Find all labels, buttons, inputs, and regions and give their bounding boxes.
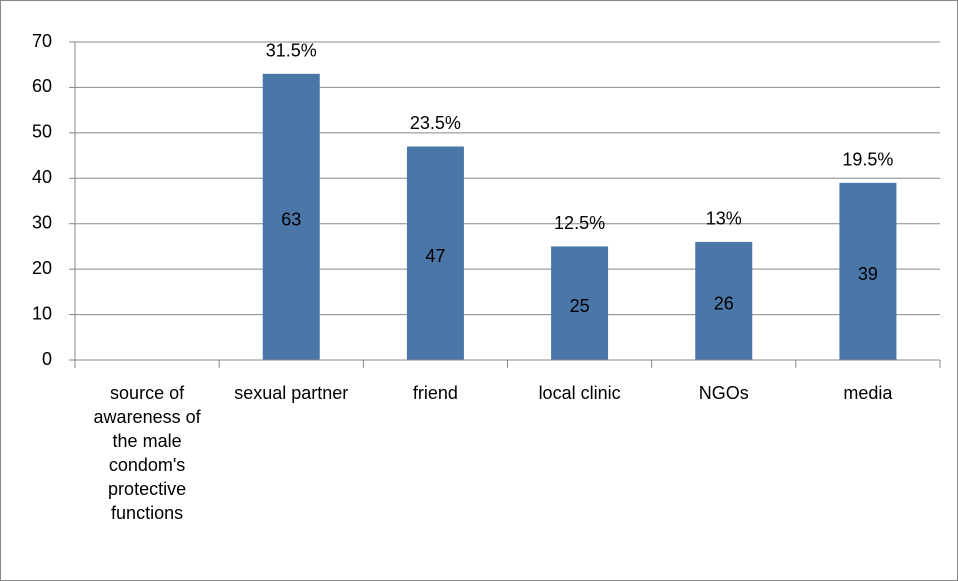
- bar: [551, 246, 609, 360]
- annotation: 19.5%: [842, 150, 893, 170]
- value-label: 47: [425, 246, 445, 266]
- y-tick-label: 30: [32, 212, 52, 232]
- y-tick-label: 0: [42, 349, 52, 369]
- bar: [262, 73, 320, 361]
- x-tick-label: source of awareness of the male condom's…: [93, 383, 201, 523]
- x-tick-label: friend: [412, 383, 458, 403]
- x-tick-label: NGOs: [698, 383, 749, 403]
- x-tick-label: sexual partner: [234, 383, 349, 403]
- value-label: 25: [570, 296, 590, 316]
- annotation: 23.5%: [410, 113, 461, 133]
- value-label: 39: [858, 264, 878, 284]
- value-label: 26: [714, 294, 734, 314]
- bar: [406, 146, 464, 360]
- x-tick-label: local clinic: [538, 383, 621, 403]
- value-label: 63: [281, 210, 301, 230]
- annotation: 13%: [706, 209, 742, 229]
- annotation: 31.5%: [266, 41, 317, 61]
- y-tick-label: 10: [32, 303, 52, 323]
- annotation: 12.5%: [554, 213, 605, 233]
- x-tick-label: media: [843, 383, 893, 403]
- bar: [839, 182, 897, 360]
- y-tick-label: 40: [32, 167, 52, 187]
- y-tick-label: 70: [32, 31, 52, 51]
- bar: [695, 241, 753, 360]
- y-tick-label: 60: [32, 76, 52, 96]
- y-tick-label: 50: [32, 122, 52, 142]
- y-tick-label: 20: [32, 258, 52, 278]
